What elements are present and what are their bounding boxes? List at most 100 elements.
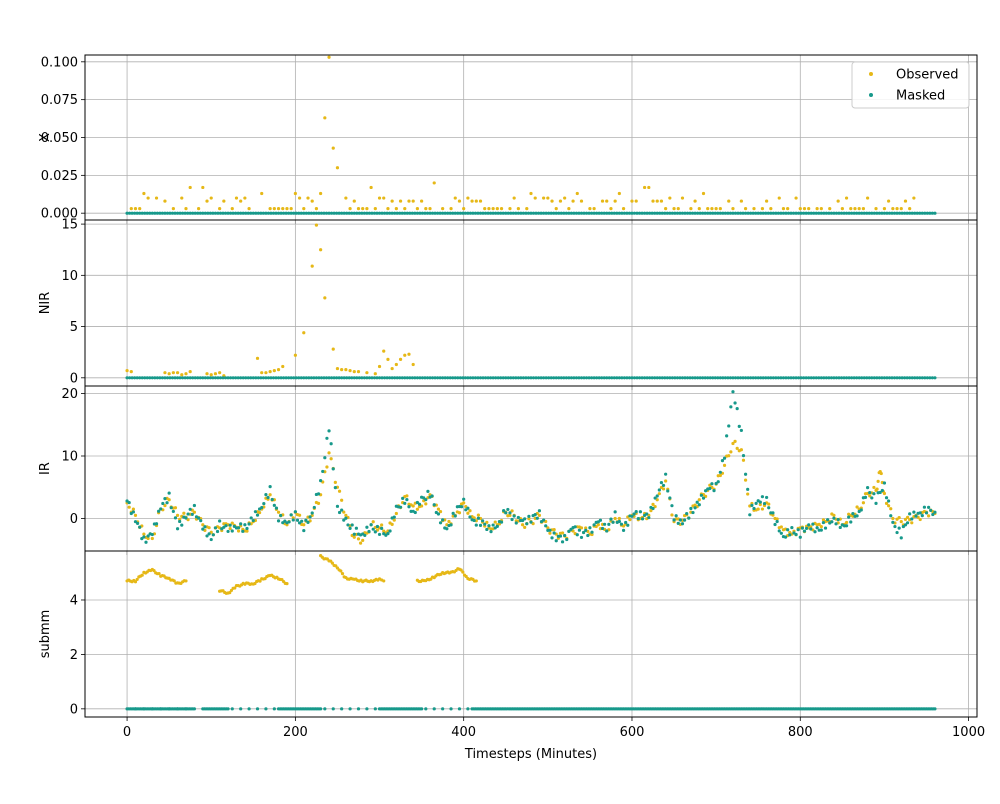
observed-point bbox=[228, 591, 232, 595]
masked-point bbox=[304, 376, 308, 380]
masked-point bbox=[648, 376, 652, 380]
masked-point bbox=[408, 211, 412, 215]
masked-point bbox=[880, 211, 884, 215]
masked-point bbox=[428, 211, 432, 215]
observed-point bbox=[281, 364, 285, 369]
masked-point bbox=[302, 211, 306, 215]
observed-point bbox=[394, 207, 398, 211]
observed-point bbox=[706, 207, 710, 211]
observed-point bbox=[407, 352, 411, 356]
masked-point bbox=[226, 376, 230, 380]
masked-point bbox=[765, 495, 769, 500]
masked-point bbox=[592, 211, 596, 215]
observed-point bbox=[319, 191, 323, 196]
masked-point bbox=[472, 518, 476, 523]
observed-point bbox=[676, 207, 680, 211]
masked-point bbox=[887, 376, 892, 380]
masked-point bbox=[910, 211, 914, 215]
masked-point bbox=[491, 211, 495, 215]
masked-point bbox=[786, 211, 791, 215]
masked-point bbox=[624, 520, 628, 525]
masked-point bbox=[800, 526, 804, 530]
masked-point bbox=[502, 509, 506, 513]
masked-point bbox=[241, 529, 245, 533]
observed-point bbox=[340, 368, 344, 372]
masked-point bbox=[231, 376, 235, 380]
masked-point bbox=[685, 376, 690, 380]
observed-point bbox=[276, 368, 281, 372]
masked-point bbox=[620, 376, 624, 380]
masked-point bbox=[564, 211, 568, 215]
masked-point bbox=[261, 211, 265, 215]
masked-point bbox=[390, 376, 394, 380]
observed-point bbox=[668, 196, 672, 200]
masked-point bbox=[511, 376, 515, 380]
observed-point bbox=[554, 207, 558, 211]
masked-point bbox=[370, 376, 374, 380]
masked-point bbox=[170, 211, 175, 215]
observed-point bbox=[138, 207, 142, 211]
observed-point bbox=[339, 569, 343, 573]
observed-point bbox=[718, 207, 722, 211]
masked-point bbox=[635, 211, 639, 215]
masked-point bbox=[276, 211, 281, 215]
observed-point bbox=[398, 199, 403, 203]
masked-point bbox=[728, 376, 733, 380]
masked-point bbox=[584, 376, 589, 380]
masked-point bbox=[463, 211, 467, 215]
observed-point bbox=[356, 370, 361, 374]
observed-point bbox=[316, 501, 321, 505]
masked-point bbox=[371, 527, 375, 531]
observed-point bbox=[356, 537, 361, 541]
masked-point bbox=[581, 530, 586, 535]
masked-point bbox=[657, 488, 661, 492]
observed-point bbox=[449, 207, 453, 211]
masked-point bbox=[920, 376, 924, 380]
masked-point bbox=[223, 376, 228, 380]
masked-point bbox=[885, 211, 889, 215]
masked-point bbox=[802, 376, 806, 380]
masked-point bbox=[228, 211, 233, 215]
observed-point bbox=[432, 181, 436, 185]
masked-point bbox=[471, 376, 475, 380]
masked-point bbox=[584, 528, 588, 533]
masked-point bbox=[319, 707, 323, 711]
masked-point bbox=[451, 376, 455, 380]
masked-point bbox=[779, 211, 783, 215]
observed-point bbox=[424, 502, 428, 506]
masked-point bbox=[410, 376, 414, 380]
masked-point bbox=[441, 211, 445, 215]
observed-point bbox=[361, 538, 365, 542]
observed-point bbox=[767, 502, 771, 506]
masked-point bbox=[289, 513, 293, 517]
masked-point bbox=[345, 211, 349, 215]
masked-point bbox=[327, 376, 331, 380]
masked-point bbox=[579, 211, 584, 215]
masked-point bbox=[501, 211, 505, 215]
masked-point bbox=[865, 376, 869, 380]
observed-point bbox=[163, 371, 167, 375]
masked-point bbox=[701, 211, 705, 215]
masked-point bbox=[899, 536, 903, 540]
masked-point bbox=[857, 211, 861, 215]
masked-point bbox=[363, 533, 367, 538]
masked-point bbox=[239, 376, 243, 380]
masked-point bbox=[751, 211, 755, 215]
masked-point bbox=[735, 407, 739, 411]
observed-point bbox=[247, 207, 251, 211]
masked-point bbox=[605, 376, 609, 380]
masked-point bbox=[731, 211, 735, 215]
masked-point bbox=[775, 519, 779, 524]
masked-point bbox=[721, 211, 725, 215]
observed-point bbox=[621, 207, 626, 211]
observed-point bbox=[302, 207, 306, 211]
masked-point bbox=[544, 524, 548, 528]
masked-point bbox=[718, 376, 722, 380]
masked-point bbox=[478, 211, 483, 215]
masked-point bbox=[453, 514, 457, 518]
observed-point bbox=[596, 523, 600, 527]
masked-point bbox=[192, 707, 196, 711]
masked-point bbox=[691, 510, 695, 515]
masked-point bbox=[817, 376, 821, 380]
masked-point bbox=[140, 376, 144, 380]
